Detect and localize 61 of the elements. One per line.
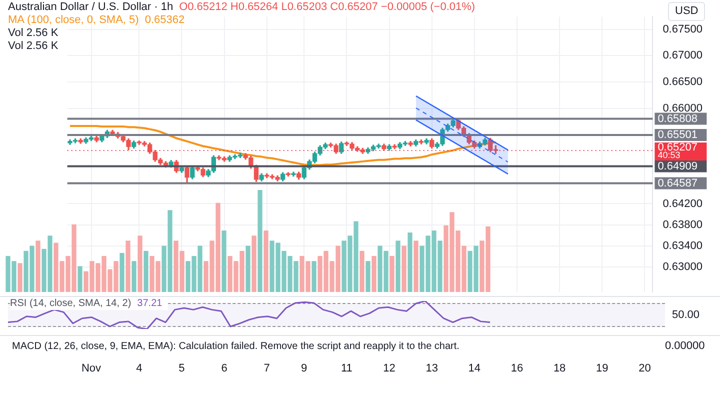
x-tick-label: 19 [596, 362, 608, 375]
bar [132, 261, 136, 292]
bar [222, 230, 226, 292]
text: Vol 2.56 K [8, 27, 58, 40]
bar [258, 190, 262, 292]
bar [414, 240, 418, 292]
y-tick-label: 0.67500 [662, 23, 702, 36]
bar [246, 246, 250, 292]
x-tick-label: 12 [383, 362, 396, 375]
ref-line-label: 0.65501 [658, 128, 698, 141]
text: 40:53 [658, 150, 680, 160]
text: 50.00 [672, 309, 700, 322]
x-tick-label: Nov [81, 362, 102, 375]
x-tick-label: 14 [468, 362, 481, 375]
x-tick-label: 16 [510, 362, 524, 375]
bar [372, 256, 376, 292]
x-tick-label: 20 [638, 362, 651, 375]
bar [144, 250, 148, 292]
bar [120, 252, 124, 292]
y-tick-label: 0.64200 [662, 198, 702, 210]
chart-title: RSI (14, close, SMA, 14, 2) [10, 298, 132, 309]
text: MA (100, close, 0, SMA, 5) [8, 14, 139, 26]
bar [366, 261, 370, 292]
bar [312, 261, 316, 292]
bar [78, 266, 82, 292]
y-tick-label: 0.63400 [662, 240, 702, 252]
x-tick-label: 5 [178, 362, 185, 375]
bar [390, 256, 394, 292]
bar [402, 246, 406, 292]
y-tick-label: 0.63000 [662, 261, 702, 274]
bar [360, 250, 364, 292]
x-tick-label: 9 [301, 362, 308, 375]
bar [396, 240, 400, 292]
text: 0.00000 [665, 340, 705, 353]
text: MACD (12, 26, close, 9, EMA, EMA): Calculation failed. Remove the script and reapply it to the chart. [12, 340, 460, 353]
x-tick-label: 18 [553, 362, 566, 375]
text: Vol 2.56 K [8, 40, 58, 53]
y-tick-label: 0.63800 [662, 218, 702, 231]
x-tick-label: 4 [136, 362, 142, 375]
bar [264, 230, 268, 292]
y-tick-label: 0.66500 [662, 76, 702, 88]
ref-line-label: 0.64587 [658, 177, 698, 190]
y-tick-label: 0.66000 [662, 102, 702, 115]
y-tick-label: 0.67000 [662, 50, 702, 62]
bar [408, 232, 412, 292]
text: O0.65212 H0.65264 L0.65203 C0.65207 −0.00005 (−0.01%) [179, 1, 476, 13]
annotation: 37.21 [137, 298, 162, 309]
x-tick-label: 7 [264, 362, 270, 375]
x-tick-label: 6 [221, 362, 228, 375]
bar [36, 240, 40, 292]
ref-line-label: 0.65808 [658, 112, 698, 125]
bar [138, 236, 142, 292]
x-tick-label: 13 [426, 362, 438, 375]
x-tick-label: 11 [340, 362, 352, 375]
bar [252, 236, 256, 292]
chart-title: Australian Dollar / U.S. Dollar · 1h [8, 1, 174, 13]
bar [126, 240, 130, 292]
bar [18, 263, 22, 292]
y-axis-title: USD [668, 2, 706, 21]
ref-line-label: 0.64909 [658, 160, 698, 172]
annotation: 0.65362 [144, 14, 185, 26]
